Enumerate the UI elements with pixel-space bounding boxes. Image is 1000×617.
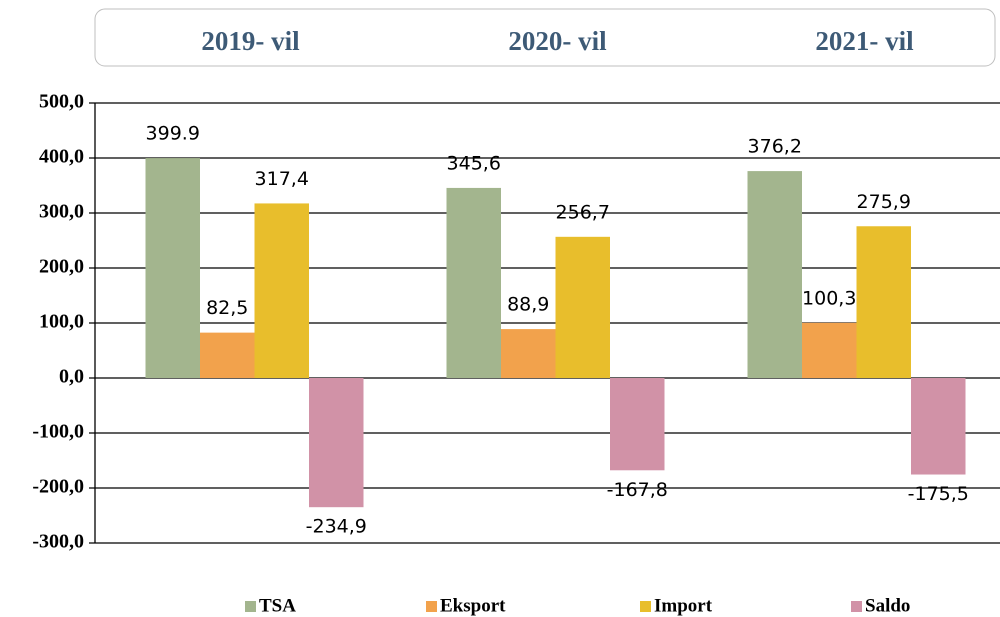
y-tick-label: 300,0 (39, 201, 84, 223)
category-label: 2020- vil (508, 26, 607, 56)
legend-label: TSA (259, 595, 296, 616)
bar (200, 332, 255, 378)
category-label: 2021- vil (815, 26, 914, 56)
legend-swatch (851, 601, 862, 612)
bar (555, 236, 610, 378)
bar (610, 378, 665, 471)
value-label: 256,7 (556, 201, 610, 223)
bar (501, 329, 556, 378)
value-label: 275,9 (857, 191, 911, 213)
bar (802, 322, 857, 378)
legend-label: Import (654, 595, 713, 616)
value-label: 345,6 (447, 152, 501, 174)
category-box (94, 8, 996, 67)
bar (254, 203, 309, 378)
y-tick-label: 0,0 (59, 366, 84, 388)
legend-label: Eksport (440, 595, 506, 616)
value-label: 317,4 (255, 168, 309, 190)
y-tick-label: -100,0 (32, 421, 84, 443)
legend-label: Saldo (865, 595, 910, 616)
y-tick-label: -200,0 (32, 476, 84, 498)
legend-swatch (426, 601, 437, 612)
bar (145, 158, 200, 378)
bar (747, 171, 802, 378)
value-label: 376,2 (748, 136, 802, 158)
value-label: -167,8 (607, 479, 668, 501)
y-tick-label: 100,0 (39, 311, 84, 333)
value-label: 100,3 (802, 287, 856, 309)
value-label: 399.9 (146, 123, 200, 145)
y-tick-label: 500,0 (39, 91, 84, 113)
legend-swatch (245, 601, 256, 612)
bar (856, 226, 911, 378)
y-tick-label: 400,0 (39, 146, 84, 168)
legend-swatch (640, 601, 651, 612)
category-label: 2019- vil (201, 26, 300, 56)
value-label: -175,5 (908, 483, 969, 505)
value-label: 82,5 (206, 297, 248, 319)
y-tick-label: 200,0 (39, 256, 84, 278)
y-tick-label: -300,0 (32, 531, 84, 553)
bar (911, 378, 966, 475)
value-label: -234,9 (306, 516, 367, 538)
value-label: 88,9 (507, 294, 549, 316)
bar (446, 187, 501, 378)
bar (309, 378, 364, 508)
